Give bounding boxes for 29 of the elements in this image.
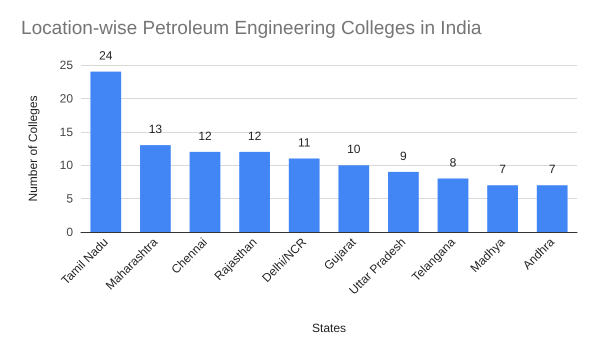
data-label: 7 xyxy=(548,162,556,176)
bar xyxy=(536,185,568,232)
bar xyxy=(239,152,270,232)
data-label: 8 xyxy=(450,156,457,170)
bar xyxy=(140,145,171,232)
y-axis-title: Number of Colleges xyxy=(26,95,40,202)
y-tick-label: 0 xyxy=(66,225,74,239)
data-label: 7 xyxy=(499,162,506,176)
data-label: 12 xyxy=(248,128,262,143)
x-axis-title: States xyxy=(312,321,346,335)
chart-title: Location-wise Petroleum Engineering Colleges in India xyxy=(21,18,482,39)
data-label: 13 xyxy=(148,122,162,136)
y-tick-label: 20 xyxy=(60,91,74,106)
bar xyxy=(487,185,518,232)
y-tick-label: 10 xyxy=(60,158,74,172)
bar xyxy=(288,158,320,232)
y-tick-label: 15 xyxy=(60,124,74,139)
y-tick-label: 5 xyxy=(66,192,74,206)
bar xyxy=(90,72,122,232)
bar xyxy=(190,152,220,232)
data-label: 12 xyxy=(198,128,212,143)
data-label: 24 xyxy=(99,48,113,63)
data-label: 9 xyxy=(400,148,408,163)
bar xyxy=(388,172,419,232)
bar xyxy=(338,165,370,232)
data-label: 11 xyxy=(298,136,311,150)
data-label: 10 xyxy=(347,142,361,156)
y-tick-label: 25 xyxy=(60,58,74,72)
bar xyxy=(438,178,468,232)
